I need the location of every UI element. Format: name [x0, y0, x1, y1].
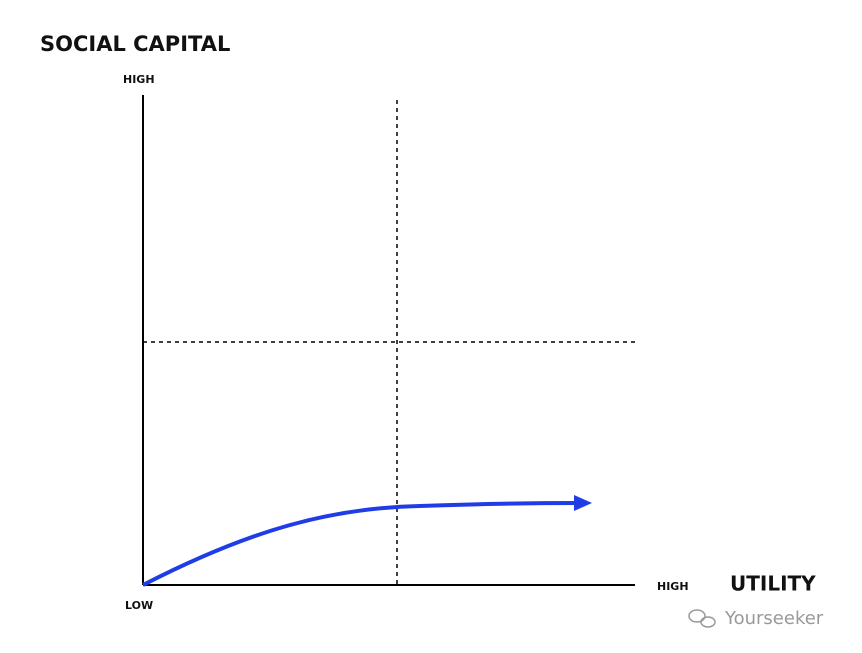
x-axis-title: UTILITY [730, 572, 816, 596]
growth-curve [142, 501, 579, 587]
watermark-icon [688, 609, 716, 628]
curve-arrowhead [574, 495, 592, 511]
y-axis-bottom-label: LOW [125, 599, 153, 612]
diagram-title: SOCIAL CAPITAL [40, 32, 230, 56]
watermark: Yourseeker [724, 608, 824, 629]
x-axis-end-label: HIGH [657, 580, 689, 593]
y-axis-top-label: HIGH [123, 73, 155, 86]
